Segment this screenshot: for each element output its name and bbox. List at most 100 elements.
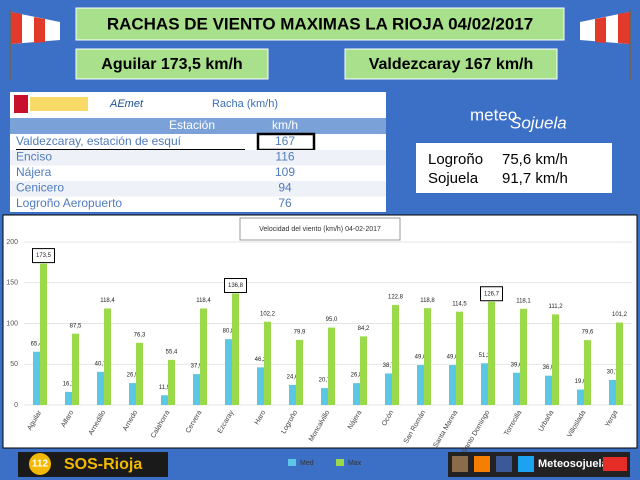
- value-label: 16,1: [63, 381, 75, 387]
- station-value: 116: [275, 150, 294, 164]
- value-label: 24,6: [287, 375, 299, 381]
- y-tick-label: 150: [6, 280, 18, 287]
- windsock-right: [580, 10, 631, 80]
- station-name: Logroño Aeropuerto: [16, 196, 122, 210]
- value-label: 126,7: [484, 291, 500, 297]
- value-label: 19,0: [575, 379, 587, 385]
- bar: [97, 371, 104, 405]
- value-label: 136,8: [228, 283, 244, 289]
- value-label: 36,0: [543, 365, 555, 371]
- bar: [289, 384, 296, 405]
- value-label: 55,4: [166, 349, 178, 355]
- right-box: [344, 48, 558, 80]
- highlight-box: [480, 286, 503, 302]
- bar: [328, 327, 335, 405]
- icon: [474, 456, 490, 472]
- station-value: 76: [278, 196, 292, 210]
- y-tick-label: 0: [14, 402, 18, 409]
- bar: [129, 383, 136, 405]
- value-label: 84,2: [358, 326, 370, 332]
- bar: [456, 311, 463, 405]
- bar: [33, 351, 40, 405]
- value-label: 40,7: [95, 361, 107, 367]
- bar: [225, 339, 232, 405]
- gov-band: [30, 97, 88, 111]
- youtube-icon: [603, 457, 627, 471]
- value-label: 102,2: [260, 311, 276, 317]
- y-tick-label: 50: [10, 361, 18, 368]
- value-label: 49,0: [415, 355, 427, 361]
- y-tick-label: 200: [6, 239, 18, 246]
- highlight-box: [224, 278, 247, 294]
- value-label: 118,1: [516, 298, 531, 304]
- windsock-left: [9, 10, 60, 80]
- value-label: 173,5: [36, 253, 52, 259]
- bar: [417, 365, 424, 405]
- gov-logo: [14, 95, 28, 113]
- table-header: [10, 118, 386, 134]
- station-name: Valdezcaray, estación de esquí: [16, 134, 182, 148]
- bar: [193, 374, 200, 405]
- bar: [264, 321, 271, 405]
- value-label: 11,9: [159, 385, 171, 391]
- value-label: 49,0: [447, 355, 459, 361]
- value-label: 118,8: [420, 298, 435, 304]
- bar: [481, 363, 488, 405]
- column-header: Estación: [169, 118, 215, 132]
- value-label: 118,4: [196, 298, 211, 304]
- value-label: 26,8: [351, 373, 363, 379]
- meteo-text: Meteosojuela: [538, 458, 609, 470]
- value-label: 20,7: [319, 378, 331, 384]
- bar: [161, 395, 168, 405]
- chart-title-box: [239, 217, 401, 241]
- brand-top: meteo: [470, 105, 517, 124]
- bar: [616, 322, 623, 405]
- value-label: 80,8: [223, 329, 235, 335]
- value-label: 37,9: [191, 364, 203, 370]
- title-box: [75, 7, 565, 41]
- value-label: 26,9: [127, 373, 139, 379]
- right-highlight: Valdezcaray 167 km/h: [369, 56, 534, 73]
- value-label: 122,8: [388, 294, 404, 300]
- station-name: Enciso: [16, 150, 52, 164]
- station-value: 167: [275, 134, 295, 148]
- station-name: Cenicero: [16, 181, 64, 195]
- station-value: 75,6 km/h: [502, 151, 568, 168]
- value-label: 95,0: [326, 317, 338, 323]
- bar: [488, 301, 495, 405]
- value-label: 65,4: [31, 341, 43, 347]
- value-label: 39,6: [511, 362, 523, 368]
- title: RACHAS DE VIENTO MAXIMAS LA RIOJA 04/02/…: [107, 14, 533, 33]
- value-label: 111,2: [548, 304, 563, 310]
- station-value: 109: [275, 165, 295, 179]
- bar: [577, 389, 584, 405]
- bar: [65, 391, 72, 405]
- bar: [513, 372, 520, 405]
- bar: [257, 367, 264, 405]
- legend-label: Med: [300, 460, 314, 467]
- bar: [72, 333, 79, 405]
- bar: [104, 308, 111, 405]
- aemet-logo: AEmet: [109, 98, 144, 110]
- row-stripe: [10, 181, 386, 197]
- legend-swatch: [288, 459, 296, 466]
- bar: [40, 263, 47, 405]
- value-label: 101,2: [612, 312, 628, 318]
- value-label: 51,2: [479, 353, 491, 359]
- bar: [296, 339, 303, 405]
- bar: [360, 336, 367, 405]
- bar: [321, 388, 328, 405]
- sos-text: SOS-Rioja: [64, 456, 142, 473]
- bar: [385, 373, 392, 405]
- bar: [552, 314, 559, 405]
- bar: [136, 342, 143, 405]
- bar: [584, 340, 591, 405]
- value-label: 30,7: [607, 370, 619, 376]
- value-label: 46,2: [255, 357, 267, 363]
- value-label: 79,6: [582, 330, 594, 336]
- bar: [392, 304, 399, 405]
- icon: [496, 456, 512, 472]
- bar: [232, 293, 239, 405]
- station-value: 91,7 km/h: [502, 170, 568, 187]
- bar: [424, 308, 431, 405]
